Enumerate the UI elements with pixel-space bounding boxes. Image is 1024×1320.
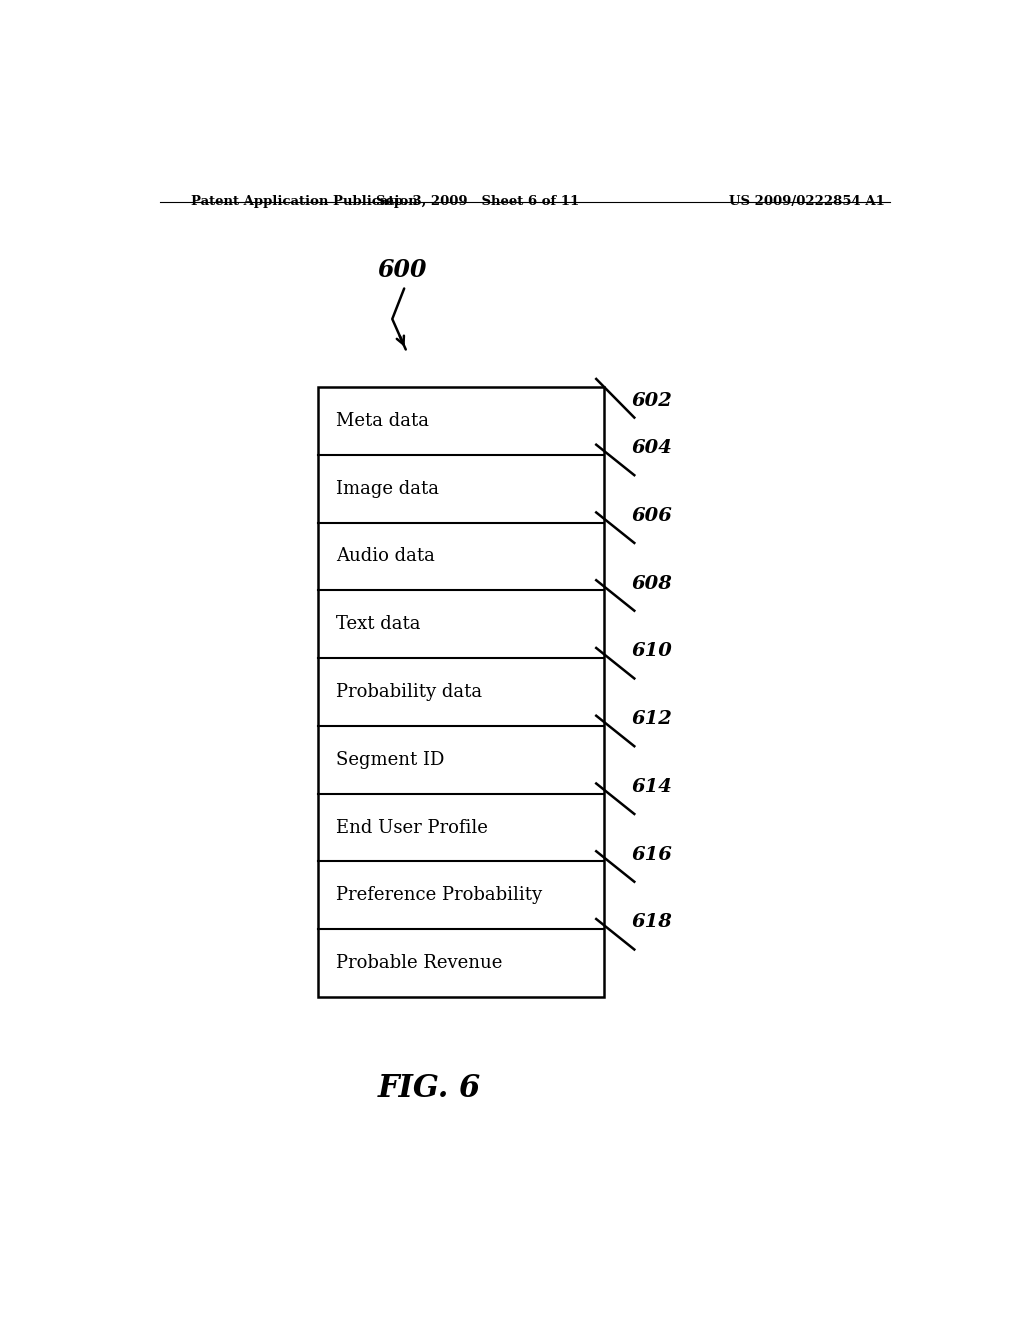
Text: 612: 612 [632, 710, 673, 729]
Text: US 2009/0222854 A1: US 2009/0222854 A1 [729, 195, 885, 209]
Text: Text data: Text data [336, 615, 421, 634]
Text: 610: 610 [632, 643, 673, 660]
Text: 604: 604 [632, 440, 673, 457]
Text: Patent Application Publication: Patent Application Publication [191, 195, 418, 209]
Text: Audio data: Audio data [336, 548, 435, 565]
Text: 606: 606 [632, 507, 673, 525]
Text: 608: 608 [632, 574, 673, 593]
Text: Preference Probability: Preference Probability [336, 886, 542, 904]
Text: Probability data: Probability data [336, 682, 482, 701]
Text: 600: 600 [377, 259, 427, 282]
Text: 616: 616 [632, 846, 673, 863]
Text: End User Profile: End User Profile [336, 818, 487, 837]
Text: Probable Revenue: Probable Revenue [336, 954, 503, 972]
Text: Sep. 3, 2009   Sheet 6 of 11: Sep. 3, 2009 Sheet 6 of 11 [376, 195, 579, 209]
Text: Meta data: Meta data [336, 412, 429, 430]
Text: 602: 602 [632, 392, 673, 411]
Text: 614: 614 [632, 777, 673, 796]
Text: Segment ID: Segment ID [336, 751, 444, 768]
Text: Image data: Image data [336, 479, 439, 498]
Text: FIG. 6: FIG. 6 [378, 1073, 481, 1104]
Bar [318, 387, 604, 997]
Text: 618: 618 [632, 913, 673, 932]
